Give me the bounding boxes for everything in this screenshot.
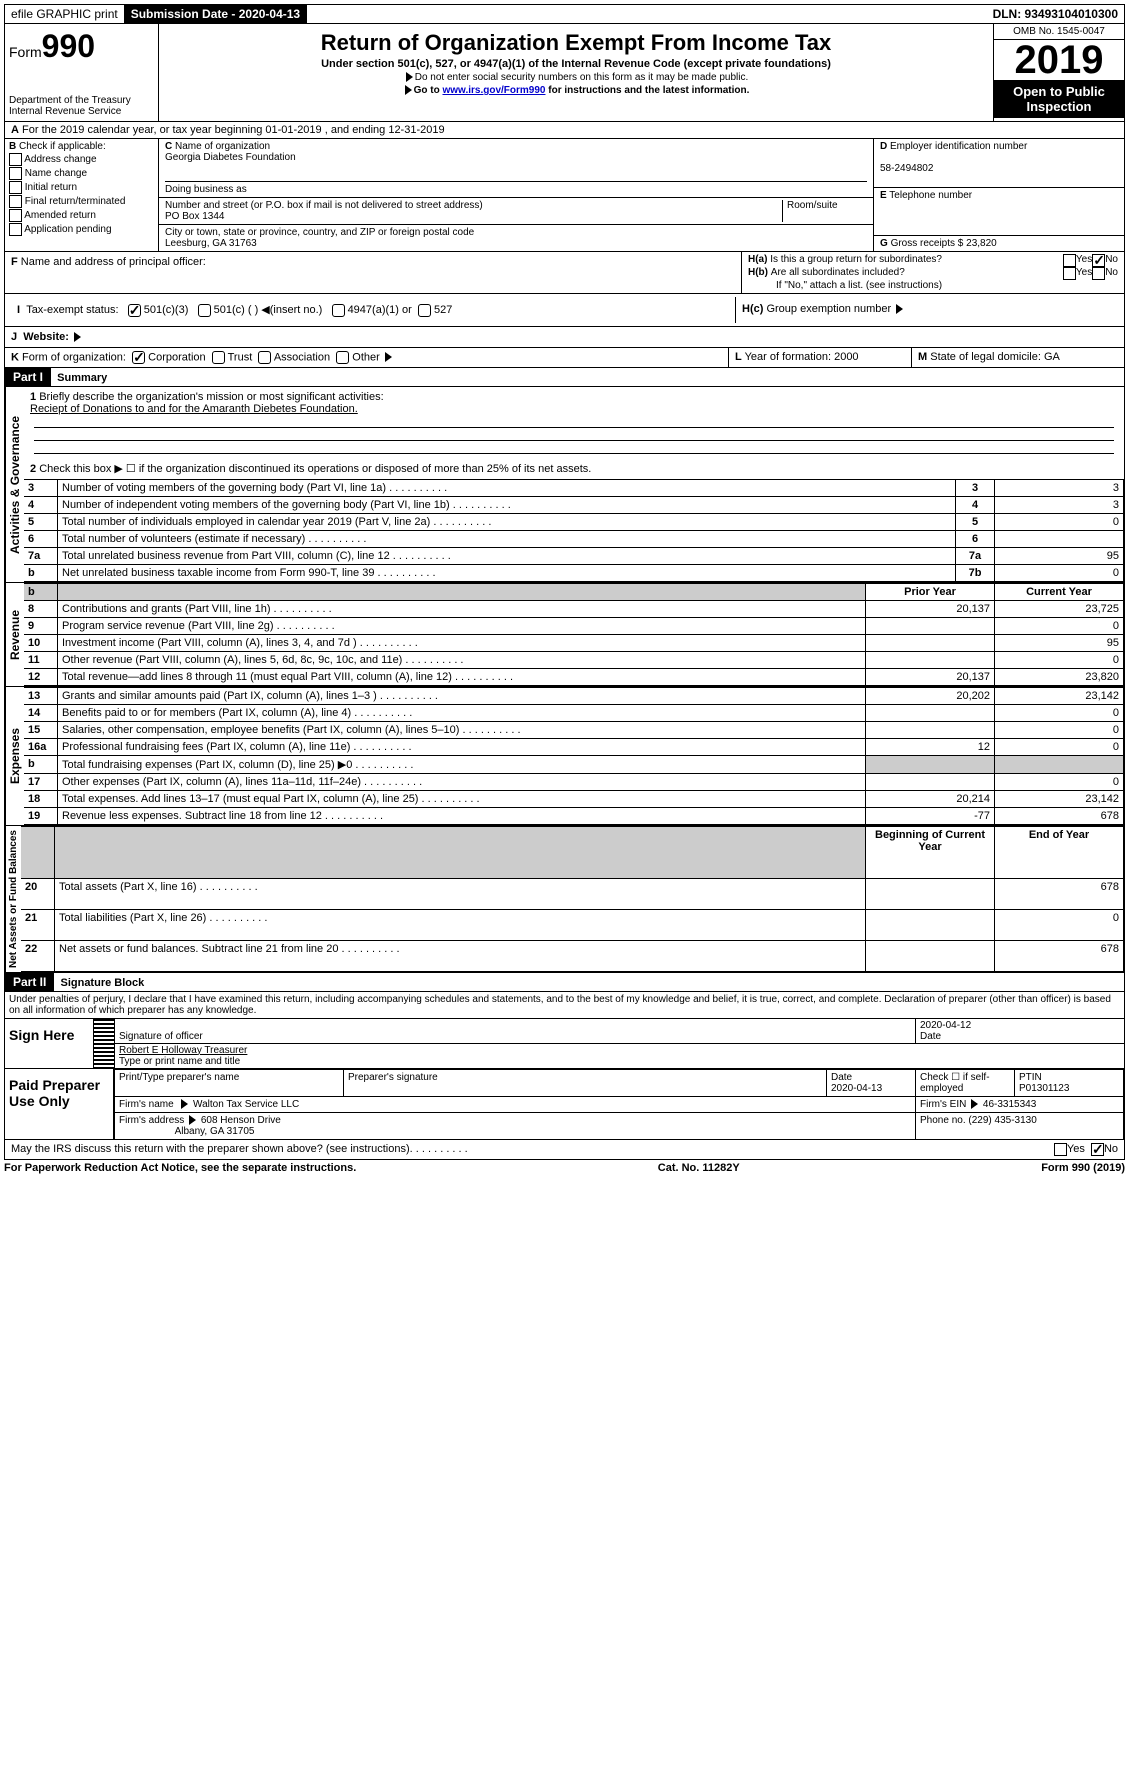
- cb-name-change[interactable]: Name change: [9, 167, 154, 180]
- row-j-website: J Website:: [5, 327, 1124, 347]
- form-header: Form990 Department of the Treasury Inter…: [4, 24, 1125, 122]
- netassets-section: Net Assets or Fund Balances Beginning of…: [4, 826, 1125, 973]
- revenue-table: bPrior YearCurrent Year8Contributions an…: [24, 583, 1124, 686]
- cb-501c[interactable]: [198, 304, 211, 317]
- row-i-tax-status: I Tax-exempt status: 501(c)(3) 501(c) ( …: [11, 297, 735, 323]
- box-f-officer: F Name and address of principal officer:: [5, 252, 742, 293]
- box-c-city: City or town, state or province, country…: [159, 225, 873, 251]
- cb-address-change[interactable]: Address change: [9, 153, 154, 166]
- box-m-state: M State of legal domicile: GA: [911, 348, 1124, 367]
- box-d-ein: D Employer identification number 58-2494…: [874, 139, 1124, 188]
- cb-501c3[interactable]: [128, 304, 141, 317]
- governance-section: Activities & Governance 1 Briefly descri…: [4, 387, 1125, 583]
- form-title: Return of Organization Exempt From Incom…: [167, 30, 985, 56]
- cb-discuss-yes[interactable]: [1054, 1143, 1067, 1156]
- box-b: B Check if applicable: Address change Na…: [5, 139, 159, 251]
- netassets-table: Beginning of Current YearEnd of Year20To…: [21, 826, 1124, 972]
- tax-year: 2019: [994, 40, 1124, 80]
- part2-header: Part II Signature Block: [4, 973, 1125, 992]
- arrow-icon: [405, 85, 412, 95]
- dept-treasury: Department of the Treasury Internal Reve…: [9, 95, 154, 117]
- discuss-row: May the IRS discuss this return with the…: [4, 1140, 1125, 1160]
- irs-link[interactable]: www.irs.gov/Form990: [442, 85, 545, 96]
- arrow-icon: [406, 72, 413, 82]
- box-l-year: L Year of formation: 2000: [728, 348, 911, 367]
- paid-preparer-block: Paid Preparer Use Only Print/Type prepar…: [4, 1069, 1125, 1140]
- cb-other[interactable]: [336, 351, 349, 364]
- row-k-form-org: K Form of organization: Corporation Trus…: [5, 348, 728, 367]
- submission-date: Submission Date - 2020-04-13: [125, 5, 307, 23]
- expenses-section: Expenses 13Grants and similar amounts pa…: [4, 687, 1125, 826]
- cb-trust[interactable]: [212, 351, 225, 364]
- box-hc: H(c) Group exemption number: [735, 297, 1118, 323]
- cb-amended[interactable]: Amended return: [9, 209, 154, 222]
- form-subtitle: Under section 501(c), 527, or 4947(a)(1)…: [167, 58, 985, 70]
- sign-here-block: Sign Here Signature of officer 2020-04-1…: [4, 1019, 1125, 1069]
- sign-arrow-icon: [94, 1019, 115, 1068]
- footer: For Paperwork Reduction Act Notice, see …: [4, 1160, 1125, 1176]
- cb-527[interactable]: [418, 304, 431, 317]
- dln: DLN: 93493104010300: [987, 5, 1124, 23]
- cb-discuss-no[interactable]: [1091, 1143, 1104, 1156]
- cb-initial-return[interactable]: Initial return: [9, 181, 154, 194]
- revenue-section: Revenue bPrior YearCurrent Year8Contribu…: [4, 583, 1125, 687]
- box-g-receipts: G Gross receipts $ 23,820: [874, 236, 1124, 251]
- part1-header: Part I Summary: [4, 368, 1125, 387]
- box-c-name: C Name of organization Georgia Diabetes …: [159, 139, 873, 198]
- open-public-badge: Open to Public Inspection: [994, 80, 1124, 118]
- top-bar: efile GRAPHIC print Submission Date - 20…: [4, 4, 1125, 24]
- cb-corp[interactable]: [132, 351, 145, 364]
- mission-text: Reciept of Donations to and for the Amar…: [30, 403, 358, 415]
- cb-assoc[interactable]: [258, 351, 271, 364]
- row-a-tax-year: A For the 2019 calendar year, or tax yea…: [4, 122, 1125, 139]
- section-bcdefg: B Check if applicable: Address change Na…: [4, 139, 1125, 252]
- cb-app-pending[interactable]: Application pending: [9, 223, 154, 236]
- form-number: Form990: [9, 28, 154, 65]
- box-h: H(a) Is this a group return for subordin…: [742, 252, 1124, 293]
- cb-4947[interactable]: [332, 304, 345, 317]
- governance-table: 3Number of voting members of the governi…: [24, 479, 1124, 582]
- box-c-addr: Number and street (or P.O. box if mail i…: [159, 198, 873, 225]
- perjury-text: Under penalties of perjury, I declare th…: [4, 992, 1125, 1019]
- expenses-table: 13Grants and similar amounts paid (Part …: [24, 687, 1124, 825]
- efile-label: efile GRAPHIC print: [5, 5, 125, 23]
- cb-final-return[interactable]: Final return/terminated: [9, 195, 154, 208]
- box-e-phone: E Telephone number: [874, 188, 1124, 237]
